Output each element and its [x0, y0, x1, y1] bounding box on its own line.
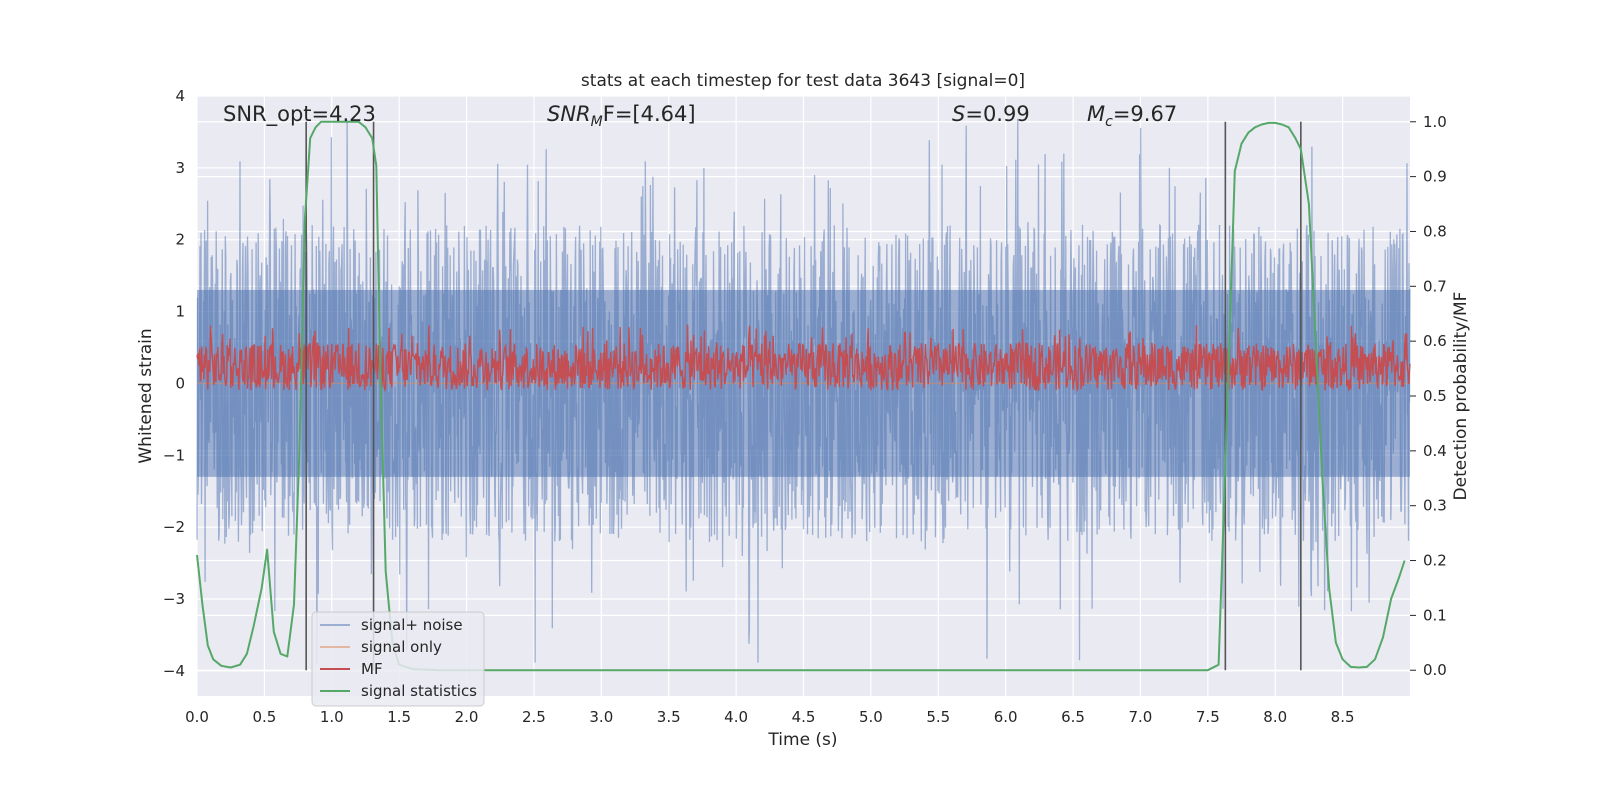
annotations: SNR_opt=4.23 SNRMF=[4.64] S=0.99 Mc=9.67 — [223, 102, 1177, 130]
y-axis-ticks: 4 3 2 1 0 −1 −2 −3 −4 — [163, 87, 185, 680]
legend-label-0: signal+ noise — [361, 616, 463, 634]
x-tick-label: 7.5 — [1196, 708, 1220, 726]
x-axis-label: Time (s) — [767, 730, 837, 750]
y2-tick-label: 1.0 — [1423, 113, 1447, 131]
x-tick-label: 4.5 — [792, 708, 816, 726]
y2-tick-label: 0.0 — [1423, 661, 1447, 679]
x-tick-label: 7.0 — [1129, 708, 1153, 726]
mf-trace — [196, 324, 1411, 393]
y-axis-label: Whitened strain — [136, 328, 156, 463]
annotation-mc-stat: Mc=9.67 — [1087, 102, 1177, 130]
legend: signal+ noise signal only MF signal statist… — [311, 611, 485, 707]
x-tick-label: 6.5 — [1061, 708, 1085, 726]
y2-tick-label: 0.6 — [1423, 332, 1447, 350]
x-tick-label: 8.5 — [1331, 708, 1355, 726]
legend-label-1: signal only — [361, 638, 442, 656]
chart-title: stats at each timestep for test data 364… — [581, 71, 1025, 91]
y2-axis-label: Detection probability/MF — [1451, 292, 1471, 501]
x-tick-label: 2.0 — [455, 708, 479, 726]
y-tick-label: 3 — [175, 159, 185, 177]
y-tick-label: 1 — [175, 303, 185, 321]
legend-box — [311, 611, 485, 707]
y2-tick-label: 0.8 — [1423, 222, 1447, 240]
x-tick-label: 0.5 — [252, 708, 276, 726]
annotation-s-stat: S=0.99 — [952, 102, 1030, 126]
plot-area — [196, 95, 1411, 696]
x-tick-label: 2.5 — [522, 708, 546, 726]
y-tick-label: −3 — [163, 590, 185, 608]
y2-tick-label: 0.7 — [1423, 277, 1447, 295]
x-tick-label: 0.0 — [185, 708, 209, 726]
x-tick-label: 3.0 — [589, 708, 613, 726]
x-tick-label: 4.0 — [724, 708, 748, 726]
y-tick-label: −1 — [163, 446, 185, 464]
x-tick-label: 1.5 — [387, 708, 411, 726]
x-tick-label: 6.0 — [994, 708, 1018, 726]
legend-label-3: signal statistics — [361, 682, 477, 700]
y2-axis-ticks: 1.0 0.9 0.8 0.7 0.6 0.5 0.4 0.3 0.2 0.1 0.0 — [1410, 113, 1447, 679]
x-tick-label: 3.5 — [657, 708, 681, 726]
y2-tick-label: 0.4 — [1423, 442, 1447, 460]
x-tick-label: 5.5 — [926, 708, 950, 726]
series-mf — [196, 324, 1411, 393]
y2-tick-label: 0.5 — [1423, 387, 1447, 405]
y2-tick-label: 0.2 — [1423, 552, 1447, 570]
y2-tick-label: 0.3 — [1423, 497, 1447, 515]
x-tick-label: 8.0 — [1263, 708, 1287, 726]
x-tick-label: 1.0 — [320, 708, 344, 726]
y-tick-label: 4 — [175, 87, 185, 105]
annotation-snr-opt: SNR_opt=4.23 — [223, 102, 376, 127]
annotation-snr-mf: SNRMF=[4.64] — [547, 102, 696, 130]
y-tick-label: −4 — [163, 662, 185, 680]
y-tick-label: −2 — [163, 518, 185, 536]
y2-tick-label: 0.1 — [1423, 606, 1447, 624]
y-tick-label: 2 — [175, 231, 185, 249]
legend-label-2: MF — [361, 660, 383, 678]
y-tick-label: 0 — [175, 374, 185, 392]
noise-trace — [196, 118, 1411, 664]
x-axis-ticks: 0.0 0.5 1.0 1.5 2.0 2.5 3.0 3.5 4.0 4.5 5.0 5.5 6.0 6… — [185, 708, 1354, 726]
x-tick-label: 5.0 — [859, 708, 883, 726]
y2-tick-label: 0.9 — [1423, 168, 1447, 186]
